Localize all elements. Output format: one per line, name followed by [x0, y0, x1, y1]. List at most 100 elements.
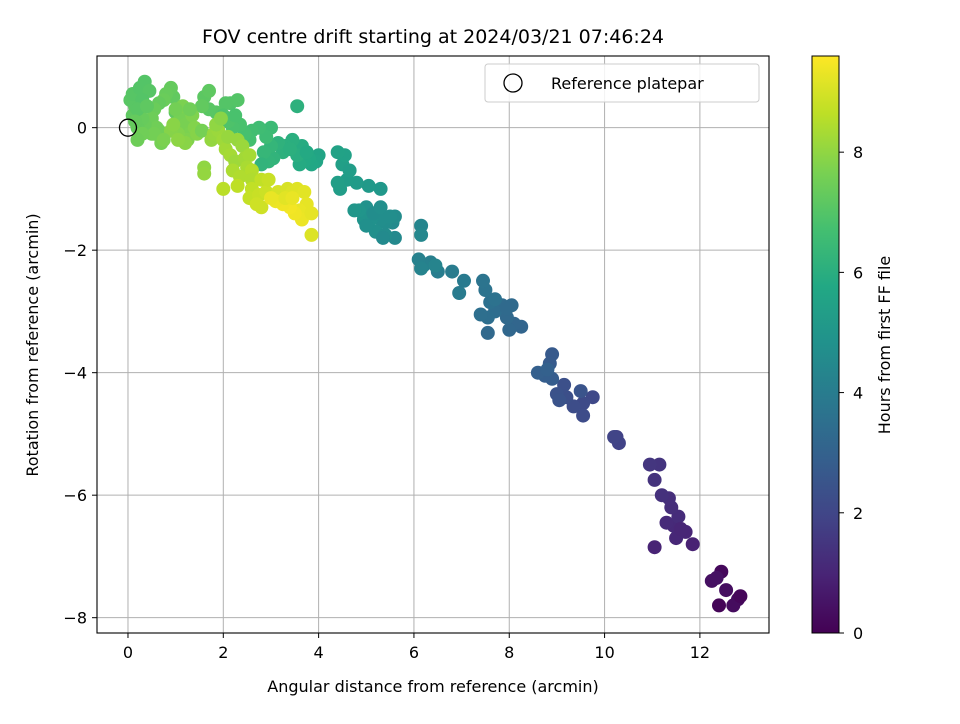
data-point: [576, 408, 591, 423]
data-point: [488, 292, 502, 307]
data-point: [499, 301, 514, 316]
data-point: [573, 384, 588, 399]
data-point: [673, 521, 688, 536]
data-point: [414, 261, 429, 276]
data-point: [290, 99, 305, 114]
data-point: [709, 570, 724, 585]
legend-marker-icon: [503, 73, 523, 93]
x-tick-label: 10: [594, 643, 614, 662]
data-point: [264, 191, 278, 206]
data-point: [607, 430, 622, 444]
colorbar: 0 2 4 6 8 Hours from first FF file: [811, 55, 894, 643]
x-axis: 0 2 4 6 8 10 12: [123, 633, 710, 662]
data-point: [719, 583, 734, 598]
legend-entry-label: Reference platepar: [551, 74, 704, 93]
data-point: [171, 132, 185, 147]
legend-box: [484, 63, 760, 103]
y-tick-label: −2: [63, 241, 87, 260]
data-point: [473, 307, 488, 322]
plot-frame: [96, 55, 770, 634]
colorbar-tick-label: 6: [853, 263, 863, 282]
data-point: [445, 264, 460, 279]
data-point: [166, 117, 181, 132]
data-point: [285, 191, 300, 206]
y-tick-label: −8: [63, 609, 87, 628]
y-axis-label: Rotation from reference (arcmin): [23, 213, 42, 476]
data-point: [221, 129, 236, 144]
x-tick-label: 8: [504, 643, 514, 662]
x-tick-label: 4: [314, 643, 324, 662]
data-point: [457, 273, 471, 288]
data-point: [299, 145, 314, 160]
x-tick-label: 0: [123, 643, 133, 662]
data-point: [197, 166, 212, 181]
data-point: [330, 175, 345, 190]
data-point: [373, 181, 388, 196]
data-point: [213, 111, 228, 126]
data-point: [480, 325, 495, 340]
data-points: [123, 74, 748, 613]
legend: Reference platepar: [484, 63, 760, 103]
colorbar-tick-label: 4: [853, 384, 863, 403]
data-point: [733, 589, 748, 604]
data-point: [647, 540, 662, 555]
data-point: [297, 185, 312, 199]
chart-title: FOV centre drift starting at 2024/03/21 …: [202, 26, 664, 48]
data-point: [130, 132, 145, 147]
data-point: [128, 114, 143, 129]
data-point: [414, 227, 429, 242]
data-point: [194, 123, 209, 138]
data-point: [502, 322, 517, 337]
data-point: [202, 83, 216, 98]
colorbar-label: Hours from first FF file: [875, 256, 894, 435]
data-point: [140, 99, 154, 114]
colorbar-gradient: [811, 55, 840, 634]
data-point: [347, 203, 362, 218]
colorbar-ticks: 0 2 4 6 8: [839, 143, 863, 643]
data-point: [428, 258, 443, 273]
data-point: [194, 99, 209, 114]
y-tick-label: −6: [63, 486, 87, 505]
x-tick-label: 12: [690, 643, 710, 662]
data-point: [182, 102, 197, 117]
data-point: [361, 178, 376, 193]
y-tick-label: 0: [77, 119, 87, 138]
data-point: [659, 515, 674, 530]
data-point: [283, 142, 297, 157]
data-point: [261, 172, 276, 187]
data-point: [156, 132, 171, 147]
data-point: [452, 286, 467, 300]
data-point: [242, 148, 257, 163]
x-tick-label: 6: [409, 643, 419, 662]
x-tick-label: 2: [218, 643, 228, 662]
y-axis: −8 −6 −4 −2 0: [63, 119, 97, 628]
colorbar-tick-label: 2: [853, 504, 863, 523]
data-point: [330, 145, 345, 160]
data-point: [552, 393, 567, 408]
data-point: [254, 200, 269, 215]
data-point: [304, 227, 319, 242]
y-tick-label: −4: [63, 364, 87, 383]
data-point: [383, 209, 398, 224]
data-point: [359, 218, 374, 233]
data-point: [685, 537, 700, 552]
data-point: [376, 230, 390, 245]
data-point: [168, 102, 183, 117]
data-point: [540, 362, 555, 377]
data-point: [304, 206, 319, 221]
data-point: [654, 488, 669, 503]
data-point: [228, 108, 243, 123]
data-point: [642, 457, 657, 472]
colorbar-tick-label: 0: [853, 624, 863, 643]
data-point: [230, 93, 245, 108]
data-point: [476, 273, 490, 288]
data-point: [218, 96, 233, 111]
reference-platepar-marker: [118, 118, 138, 137]
data-point: [647, 472, 662, 487]
data-point: [373, 200, 388, 215]
data-point: [230, 178, 245, 193]
data-point: [216, 181, 231, 196]
colorbar-tick-label: 8: [853, 143, 863, 162]
